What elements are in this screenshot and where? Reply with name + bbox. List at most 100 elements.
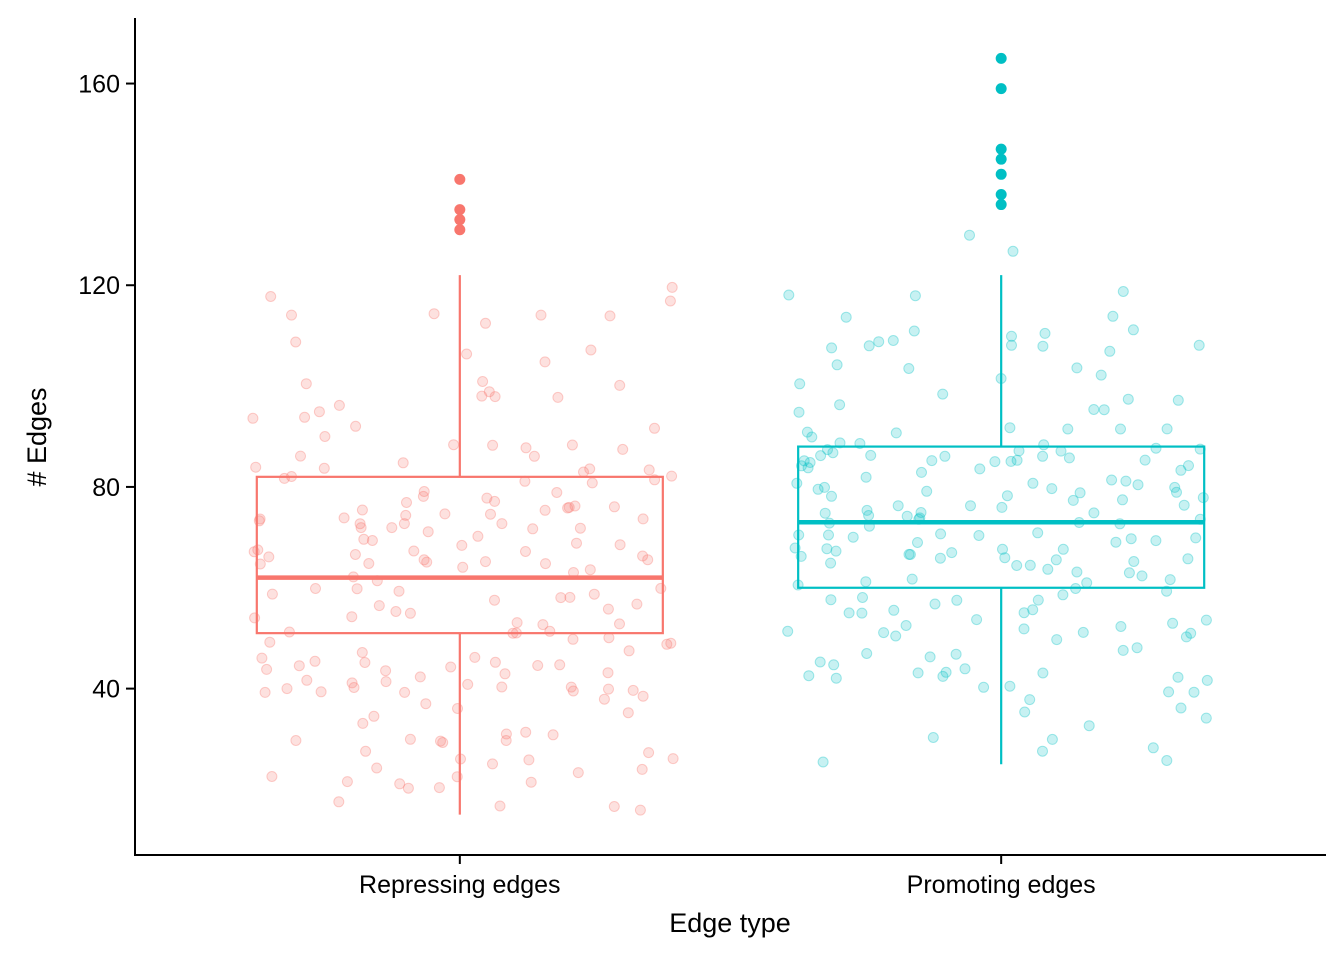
jitter-point [1132, 479, 1144, 491]
jitter-point [906, 573, 918, 585]
jitter-point [1083, 720, 1095, 732]
jitter-point [1037, 340, 1049, 352]
jitter-point [346, 677, 358, 689]
jitter-point [1200, 614, 1212, 626]
jitter-point [863, 340, 875, 352]
jitter-point [1120, 475, 1132, 487]
jitter-point [346, 611, 358, 623]
jitter-point [636, 763, 648, 775]
jitter-point [912, 667, 924, 679]
jitter-point [614, 379, 626, 391]
jitter-point [290, 336, 302, 348]
jitter-point [973, 530, 985, 541]
jitter-point [1011, 454, 1023, 466]
jitter-point [435, 735, 446, 747]
jitter-point [564, 591, 576, 603]
jitter-point [448, 439, 460, 451]
jitter-point [310, 583, 321, 594]
jitter-point [1037, 745, 1048, 757]
jitter-point [1117, 286, 1129, 297]
jitter-point [782, 625, 794, 637]
jitter-point [477, 376, 489, 387]
jitter-point [259, 686, 271, 698]
jitter-point [380, 676, 392, 688]
jitter-point [1136, 570, 1148, 582]
jitter-point [1163, 686, 1175, 698]
jitter-point [408, 545, 420, 557]
jitter-point [313, 406, 325, 418]
jitter-point [266, 771, 278, 782]
jitter-point [1139, 454, 1151, 466]
jitter-point [821, 543, 833, 555]
jitter-point [552, 391, 564, 403]
jitter-point [421, 556, 433, 568]
jitter-point [655, 582, 667, 594]
jitter-point [584, 463, 596, 475]
jitter-point [351, 583, 363, 595]
outlier-point [995, 188, 1007, 200]
jitter-point [817, 756, 829, 768]
outlier-point [454, 204, 466, 216]
jitter-point [422, 526, 434, 538]
jitter-point [363, 558, 375, 569]
jitter-point [909, 290, 921, 302]
jitter-point [1007, 245, 1019, 257]
x-tick-label: Promoting edges [907, 871, 1096, 899]
jitter-point [804, 457, 816, 468]
jitter-point [643, 464, 655, 476]
y-tick-label: 120 [78, 272, 120, 300]
jitter-point [445, 661, 457, 673]
jitter-point [358, 533, 370, 545]
jitter-point [1188, 686, 1200, 698]
jitter-point [487, 758, 498, 770]
jitter-point [1050, 554, 1062, 566]
jitter-point [860, 576, 872, 588]
jitter-point [1074, 487, 1086, 499]
jitter-point [890, 630, 902, 642]
jitter-point [1088, 404, 1100, 415]
jitter-point [802, 462, 814, 474]
jitter-point [834, 399, 846, 411]
jitter-point [263, 551, 275, 563]
jitter-point [927, 732, 939, 743]
jitter-point [360, 745, 372, 757]
jitter-point [989, 456, 1001, 468]
jitter-point [604, 310, 616, 322]
jitter-point [1127, 324, 1139, 336]
jitter-point [402, 782, 414, 794]
jitter-point [1200, 712, 1212, 724]
outlier-point [454, 173, 466, 185]
jitter-point [1006, 330, 1017, 342]
jitter-point [1051, 634, 1063, 646]
jitter-point [1098, 404, 1110, 416]
jitter-point [666, 470, 678, 482]
jitter-point [489, 391, 501, 403]
jitter-point [368, 710, 380, 722]
jitter-point [373, 600, 385, 612]
jitter-point [404, 607, 416, 619]
jitter-point [476, 390, 488, 402]
jitter-point [349, 549, 361, 560]
jitter-point [924, 651, 936, 663]
jitter-point [1062, 423, 1074, 435]
jitter-point [887, 335, 899, 346]
jitter-point [261, 663, 273, 675]
jitter-point [622, 707, 634, 719]
jitter-point [563, 501, 575, 513]
jitter-point [1150, 442, 1162, 454]
jitter-point [1038, 439, 1050, 451]
jitter-point [901, 510, 913, 522]
jitter-point [439, 508, 451, 520]
jitter-point [997, 543, 1008, 555]
jitter-point [603, 683, 614, 695]
jitter-point [964, 229, 975, 241]
jitter-point [266, 588, 278, 600]
jitter-point [481, 492, 493, 504]
jitter-point [414, 671, 426, 683]
jitter-point [350, 420, 362, 432]
jitter-point [937, 388, 949, 400]
jitter-point [794, 378, 806, 390]
jitter-point [912, 537, 923, 548]
jitter-point [608, 501, 620, 513]
jitter-point [588, 588, 600, 600]
